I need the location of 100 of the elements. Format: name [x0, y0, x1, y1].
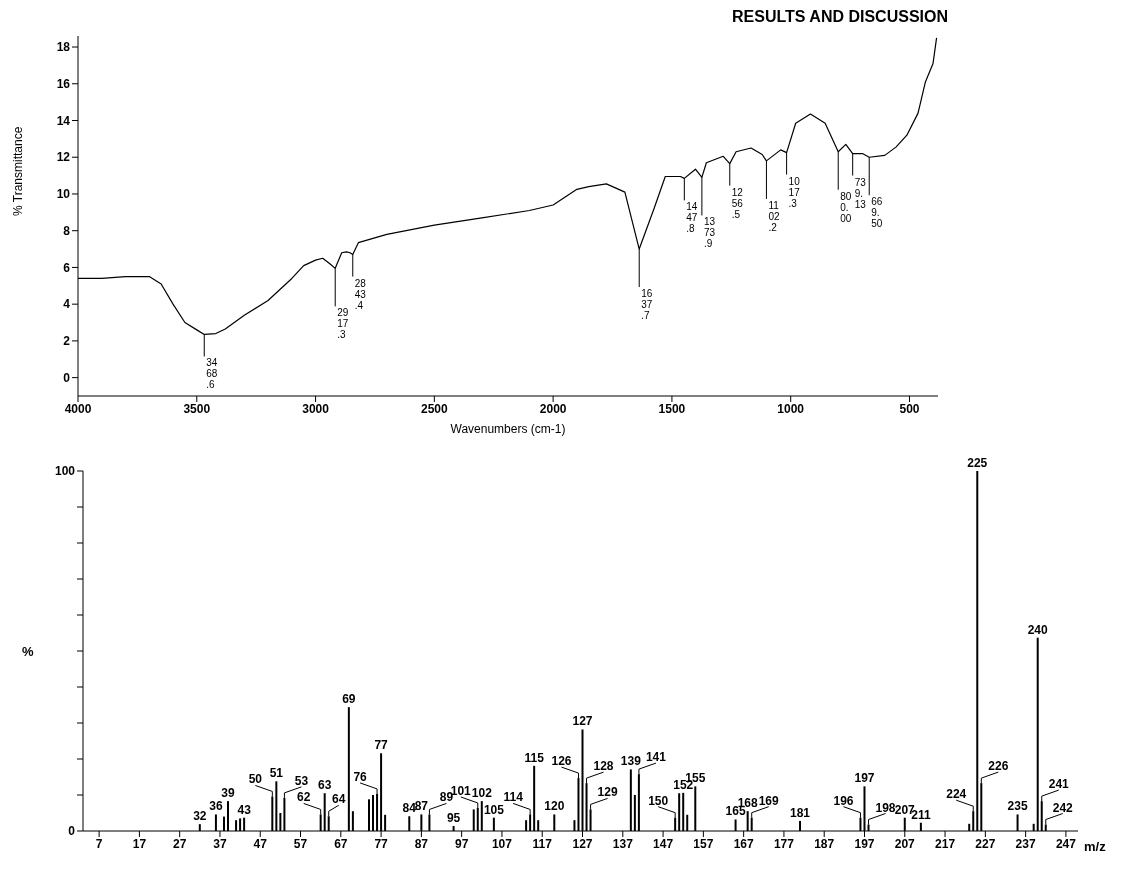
x-tick-label: 57 [293, 836, 308, 851]
annotation: 126 [551, 754, 572, 769]
annotation: 198 [875, 800, 896, 815]
x-tick-label: 107 [491, 836, 513, 851]
annotation: 50 [248, 772, 263, 787]
y-tick-label: 8 [63, 223, 71, 238]
x-tick-label: 4000 [64, 401, 92, 416]
annotation: 1637.7 [641, 288, 653, 322]
y-axis-title: % [22, 643, 34, 659]
y-tick-label: 4 [63, 297, 71, 312]
x-tick-label: 3500 [183, 401, 211, 416]
x-tick-label: 3000 [302, 401, 330, 416]
y-axis-title: % Transmittance [11, 126, 26, 216]
annotation: 226 [988, 759, 1009, 774]
x-tick-label: 2000 [539, 401, 567, 416]
x-axis-title: Wavenumbers (cm-1) [450, 422, 566, 436]
annotation: 95 [446, 810, 461, 825]
annotation: 53 [294, 773, 309, 788]
annotation: 114 [503, 790, 524, 805]
annotation: 240 [1027, 622, 1049, 637]
annotation: 63 [318, 778, 332, 793]
x-tick-label: 197 [854, 836, 875, 851]
y-tick-label: 14 [56, 113, 71, 128]
annotation: 77 [374, 738, 389, 753]
x-tick-label: 217 [935, 836, 956, 851]
x-tick-label: 167 [733, 836, 754, 851]
x-tick-label: 237 [1015, 836, 1036, 851]
x-tick-label: 87 [414, 836, 429, 851]
x-tick-label: 47 [253, 836, 268, 851]
annotation: 139 [620, 754, 642, 769]
annotation: 197 [854, 771, 875, 786]
x-tick-label: 2500 [421, 401, 449, 416]
y-tick-label: 10 [56, 187, 71, 202]
x-tick-label: 227 [975, 836, 996, 851]
annotation: 141 [645, 750, 667, 765]
x-tick-label: 187 [814, 836, 835, 851]
annotation: 127 [572, 714, 593, 729]
x-tick-label: 247 [1055, 836, 1077, 851]
annotation: 128 [593, 759, 614, 774]
annotation: 150 [648, 793, 669, 808]
annotation: 739.13 [854, 176, 867, 210]
x-tick-label: 127 [572, 836, 593, 851]
y-tick-label: 0 [63, 370, 71, 385]
x-tick-label: 157 [693, 836, 714, 851]
annotation: 800.00 [840, 190, 852, 224]
annotation: 169 [758, 793, 780, 808]
annotation: 32 [193, 809, 207, 824]
annotation: 115 [524, 750, 545, 765]
annotation: 120 [544, 799, 565, 814]
y-tick-label: 6 [63, 260, 71, 275]
annotation: 129 [597, 785, 618, 800]
x-tick-label: 27 [173, 836, 187, 851]
annotation: 1373.9 [703, 216, 716, 250]
annotation: 1256.5 [731, 186, 744, 220]
x-tick-label: 177 [773, 836, 795, 851]
y-tick-label: 18 [56, 40, 71, 55]
annotation: 69 [342, 692, 356, 707]
x-tick-label: 207 [894, 836, 916, 851]
annotation: 76 [353, 769, 368, 784]
annotation: 3468.6 [206, 357, 218, 391]
annotation: 235 [1007, 799, 1028, 814]
x-tick-label: 7 [95, 836, 103, 851]
annotation: 181 [790, 805, 811, 820]
x-tick-label: 500 [899, 401, 920, 416]
annotation: 1017.3 [788, 175, 801, 209]
text: RESULTS AND DISCUSSION [731, 8, 948, 25]
y-tick-label: 100 [54, 464, 76, 479]
annotation: 1102.2 [768, 199, 780, 233]
annotation: 196 [833, 793, 854, 808]
x-tick-label: 147 [653, 836, 674, 851]
annotation: 43 [237, 802, 252, 817]
x-tick-label: 1500 [658, 401, 686, 416]
x-tick-label: 77 [374, 836, 389, 851]
annotation: 242 [1052, 800, 1074, 815]
annotation: 62 [296, 790, 311, 805]
annotation: 105 [483, 802, 505, 817]
annotation: 669.50 [871, 196, 883, 230]
x-tick-label: 97 [454, 836, 469, 851]
y-tick-label: 12 [56, 150, 71, 165]
x-tick-label: 67 [334, 836, 348, 851]
y-tick-label: 2 [63, 334, 71, 349]
y-tick-label: 16 [56, 77, 71, 92]
annotation: 2843.4 [354, 277, 367, 311]
x-tick-label: 137 [612, 836, 634, 851]
annotation: 102 [471, 786, 493, 801]
annotation: 225 [967, 456, 988, 470]
annotation: 1447.8 [686, 201, 698, 235]
annotation: 36 [209, 799, 223, 814]
x-tick-label: 117 [532, 836, 553, 851]
annotation: 64 [332, 792, 346, 807]
annotation: 39 [221, 786, 236, 801]
annotation: 241 [1048, 777, 1070, 792]
y-tick-label: 0 [68, 824, 76, 839]
x-tick-label: 37 [213, 836, 227, 851]
annotation: 51 [269, 766, 284, 781]
x-axis-title: m/z [1084, 838, 1107, 854]
x-tick-label: 17 [132, 836, 147, 851]
annotation: 2917.3 [337, 307, 349, 341]
x-tick-label: 1000 [777, 401, 805, 416]
annotation: 224 [946, 787, 967, 802]
